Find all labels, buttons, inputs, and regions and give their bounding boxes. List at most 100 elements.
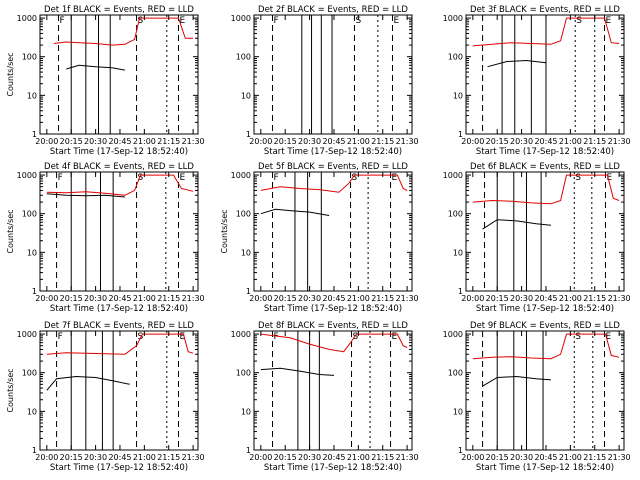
y-tick-label: 100 <box>236 210 251 219</box>
y-tick-label: 10 <box>241 248 251 257</box>
x-tick-label: 21:00 <box>347 453 370 462</box>
series-events-line <box>482 375 551 387</box>
flag-label: E <box>605 332 611 342</box>
panel-title: Det 6f BLACK = Events, RED = LLD <box>470 162 620 172</box>
panel-title: Det 7f BLACK = Events, RED = LLD <box>44 321 194 331</box>
y-tick-label: 1000 <box>17 330 37 339</box>
series-events-line <box>260 367 335 376</box>
y-tick-label: 10 <box>27 91 37 100</box>
x-tick-label: 20:00 <box>35 294 58 303</box>
panel-title: Det 4f BLACK = Events, RED = LLD <box>44 162 194 172</box>
x-tick-label: 20:45 <box>322 294 345 303</box>
flag-label: E <box>179 173 185 183</box>
y-tick-label: 1000 <box>17 14 37 23</box>
x-tick-label: 20:15 <box>274 453 297 462</box>
flag-label: F <box>274 332 279 342</box>
plot-frame <box>465 14 625 135</box>
flag-label: S <box>138 173 144 183</box>
flag-label: E <box>179 16 185 26</box>
flag-label: E <box>606 173 612 183</box>
x-tick-label: 20:30 <box>510 294 533 303</box>
x-tick-label: 21:00 <box>133 453 156 462</box>
x-tick-label: 20:30 <box>84 453 107 462</box>
series-lld-line <box>472 17 620 47</box>
flag-label: F <box>274 16 279 26</box>
series-events-line <box>46 375 130 391</box>
series-events-line <box>482 219 551 230</box>
x-tick-label: 20:30 <box>298 453 321 462</box>
y-tick-label: 1 <box>32 130 37 139</box>
y-tick-label: 10 <box>27 407 37 416</box>
y-tick-label: 100 <box>236 369 251 378</box>
x-tick-label: 20:15 <box>274 294 297 303</box>
x-tick-label: 21:15 <box>583 294 606 303</box>
flag-label: E <box>179 332 185 342</box>
x-tick-label: 20:30 <box>84 294 107 303</box>
x-tick-label: 21:30 <box>396 294 419 303</box>
flag-label: F <box>274 173 279 183</box>
y-tick-label: 1 <box>246 287 251 296</box>
y-tick-label: 100 <box>22 53 37 62</box>
panel-title: Det 8f BLACK = Events, RED = LLD <box>258 321 408 331</box>
x-tick-label: 20:45 <box>534 294 557 303</box>
x-tick-label: 20:45 <box>534 453 557 462</box>
flag-label: S <box>575 332 581 342</box>
series-lld-line <box>260 174 408 193</box>
x-axis-label: Start Time (17-Sep-12 18:52:40) <box>264 463 402 473</box>
y-tick-label: 100 <box>448 53 463 62</box>
flag-label: E <box>605 16 611 26</box>
x-tick-label: 21:30 <box>608 453 631 462</box>
panel-title: Det 5f BLACK = Events, RED = LLD <box>258 162 408 172</box>
x-tick-label: 21:00 <box>133 294 156 303</box>
x-tick-label: 20:00 <box>249 137 272 146</box>
x-axis-label: Start Time (17-Sep-12 18:52:40) <box>476 147 614 157</box>
flag-label: S <box>138 16 144 26</box>
x-tick-label: 20:45 <box>108 137 131 146</box>
y-axis-label: Counts/sec <box>6 209 15 253</box>
x-tick-label: 20:30 <box>298 294 321 303</box>
x-tick-label: 21:15 <box>371 453 394 462</box>
y-tick-label: 10 <box>453 248 463 257</box>
flag-label: S <box>352 173 358 183</box>
x-tick-label: 21:15 <box>371 137 394 146</box>
y-tick-label: 10 <box>453 91 463 100</box>
x-tick-label: 21:15 <box>371 294 394 303</box>
x-tick-label: 20:00 <box>461 294 484 303</box>
series-lld-line <box>260 333 408 353</box>
x-tick-label: 20:15 <box>486 294 509 303</box>
x-tick-label: 21:30 <box>396 453 419 462</box>
series-events-line <box>487 59 547 68</box>
x-tick-label: 21:00 <box>559 137 582 146</box>
series-lld-line <box>472 174 620 205</box>
flag-label: S <box>355 16 361 26</box>
x-tick-label: 21:30 <box>182 137 205 146</box>
x-tick-label: 20:15 <box>486 453 509 462</box>
plot-frame <box>465 171 625 292</box>
plot-frame <box>465 330 625 451</box>
y-axis-label: Counts/sec <box>6 368 15 412</box>
y-axis-label: Counts/sec <box>220 209 229 253</box>
flag-label: F <box>60 16 65 26</box>
series-lld-line <box>261 0 407 2</box>
x-tick-label: 20:15 <box>60 294 83 303</box>
x-tick-label: 20:15 <box>60 137 83 146</box>
x-tick-label: 20:45 <box>534 137 557 146</box>
plot-frame <box>253 330 413 451</box>
flag-label: E <box>393 16 399 26</box>
y-tick-label: 1000 <box>231 330 251 339</box>
y-tick-label: 100 <box>448 369 463 378</box>
y-tick-label: 1000 <box>231 14 251 23</box>
panel-title: Det 3f BLACK = Events, RED = LLD <box>470 5 620 15</box>
flag-label: E <box>392 173 398 183</box>
x-tick-label: 21:00 <box>133 137 156 146</box>
series-lld-line <box>472 333 620 360</box>
x-axis-label: Start Time (17-Sep-12 18:52:40) <box>476 304 614 314</box>
